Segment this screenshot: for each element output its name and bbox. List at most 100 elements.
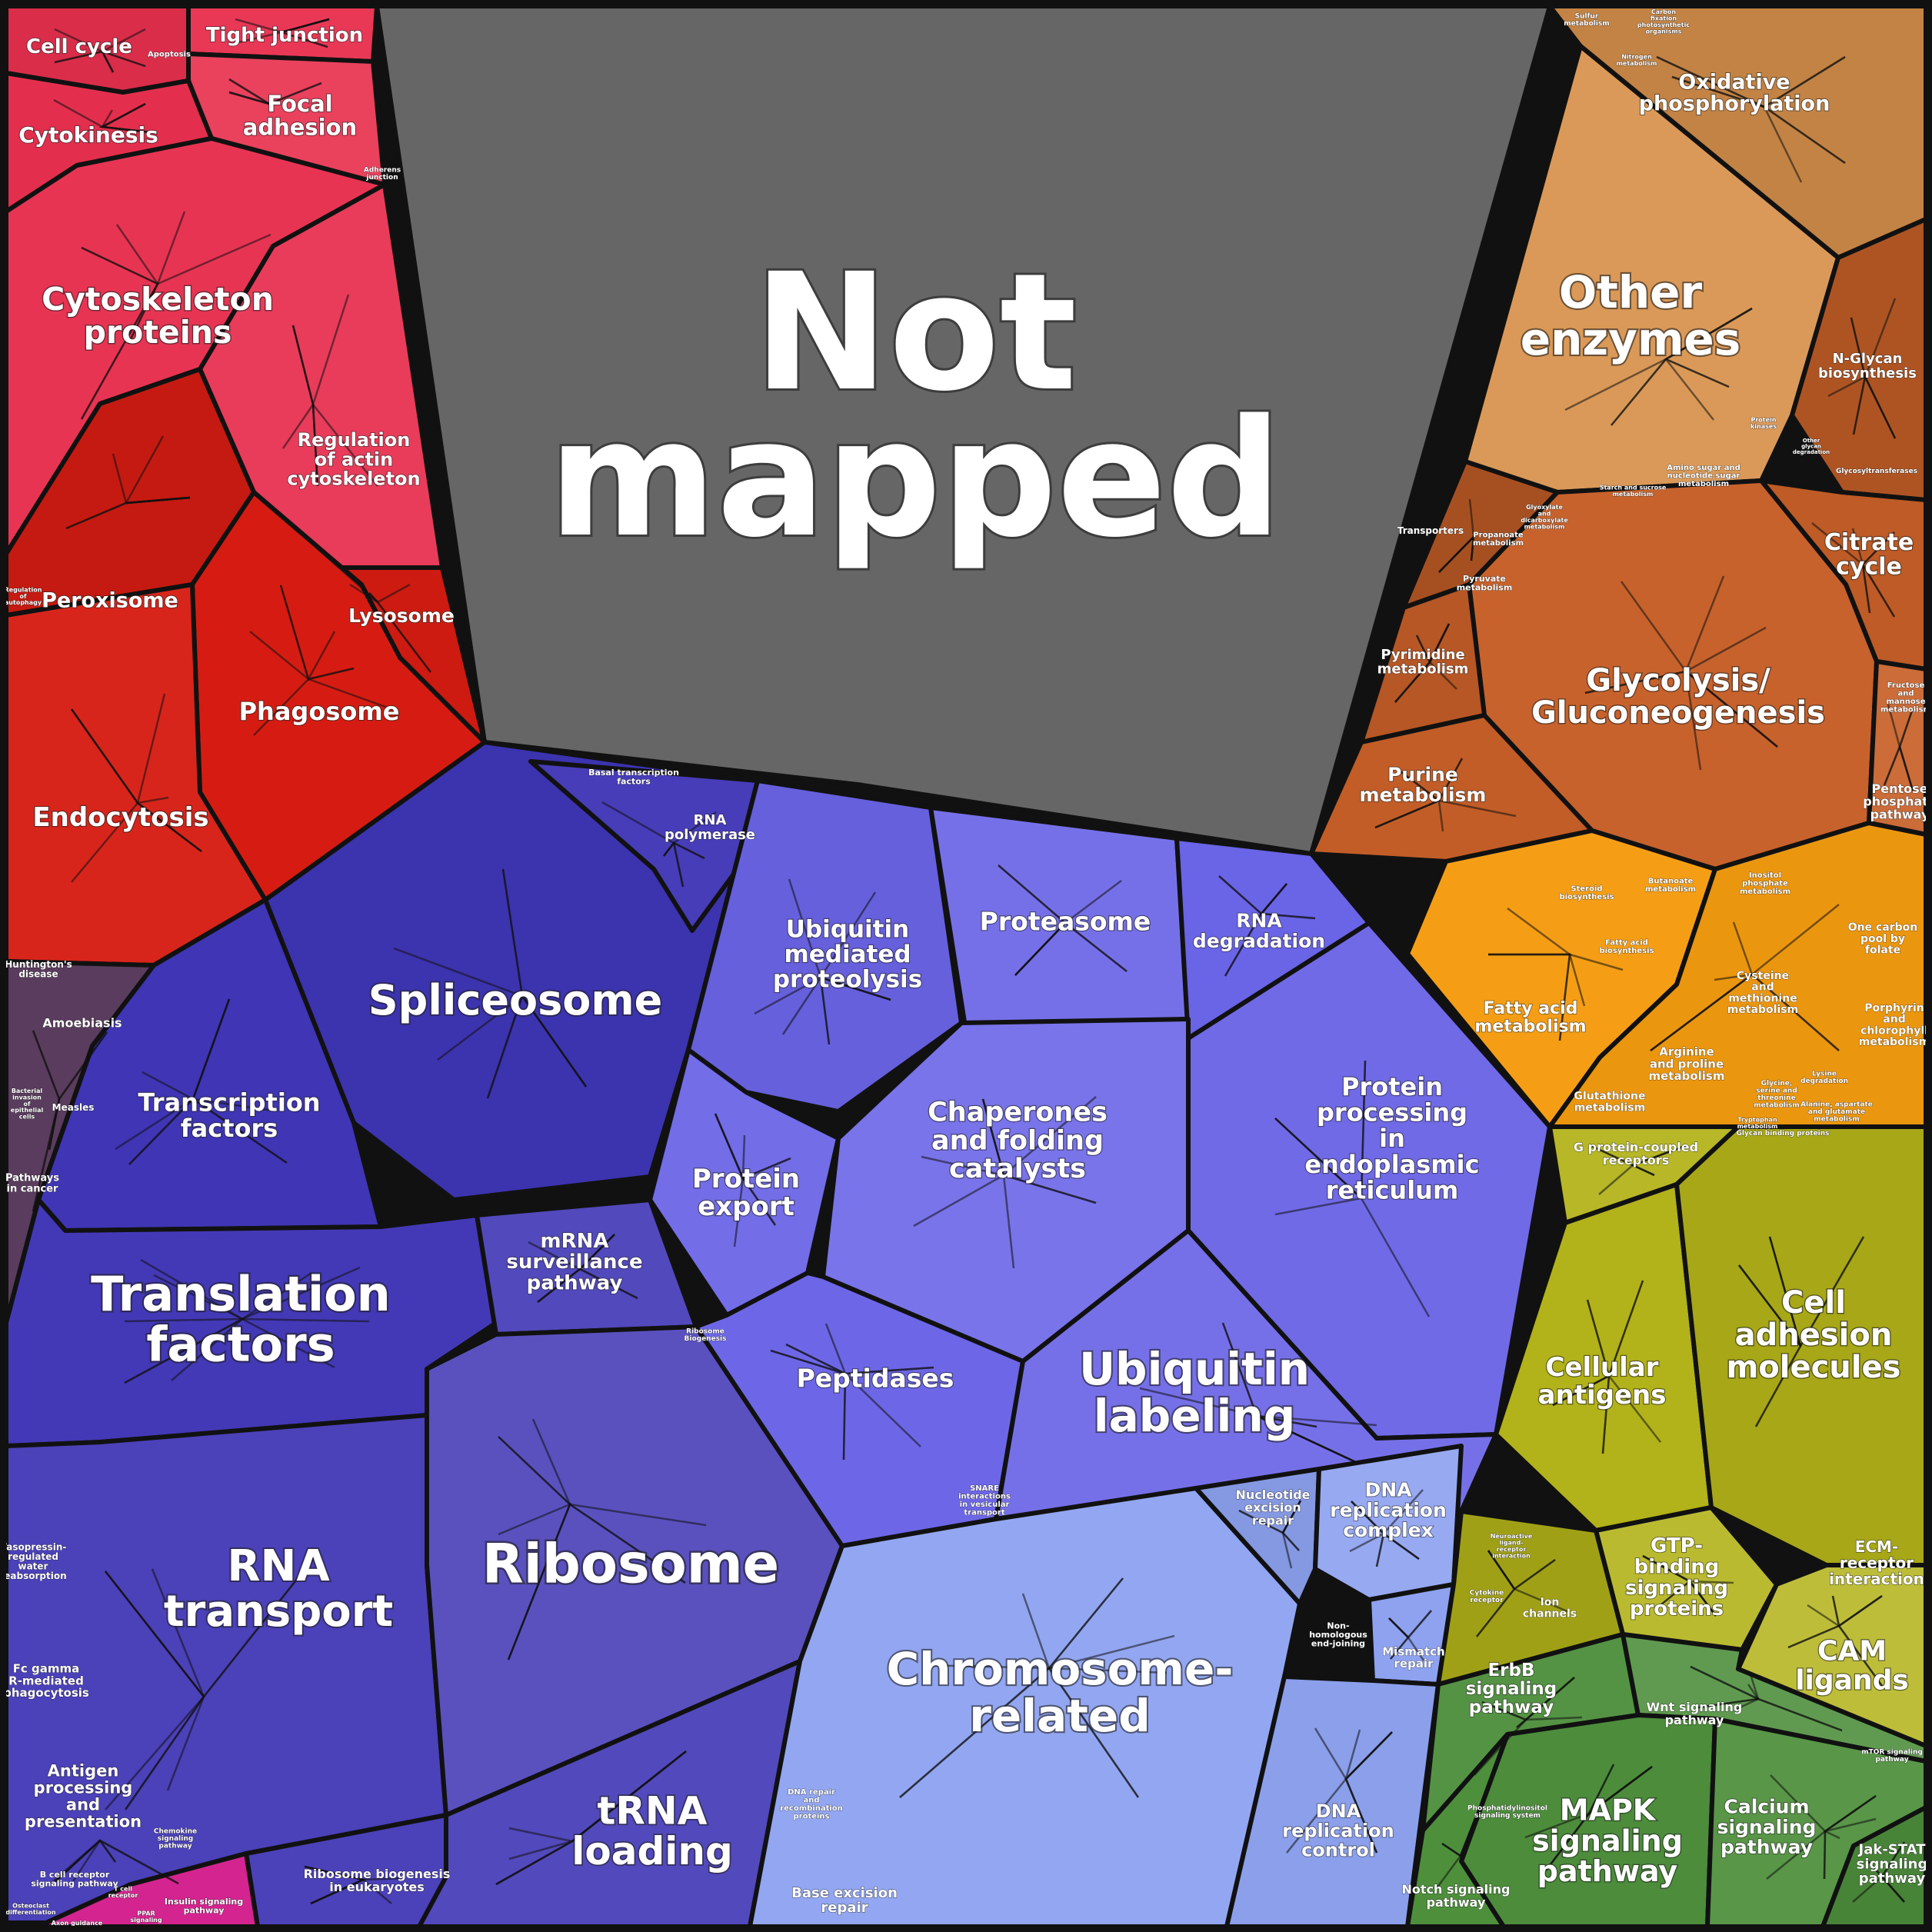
title-not-mapped: Not mapped [548,238,1282,573]
label-cell-cycle: Cell cycle [26,35,132,58]
subcell-edge [1256,1414,1360,1465]
label-amoebiasis: Amoebiasis [42,1016,122,1031]
subcell-edge [672,842,685,888]
label-ribosome-biogenesis-small: Ribosome Biogenesis [685,1327,727,1343]
label-other-glycan: Other glycan degradation [1793,438,1830,455]
label-ribosome-biogenesis-euk: Ribosome biogenesis in eukaryotes [304,1867,451,1894]
subcell-edge [1852,1860,1884,1903]
label-amino-sugar: Amino sugar and nucleotide sugar metabolis… [1667,464,1740,488]
label-one-carbon: One carbon pool by folate [1848,921,1918,956]
subcell-edge [1281,1500,1302,1551]
subcell-edge [1014,921,1128,976]
label-nucleotide-excision: Nucleotide excision repair [1235,1487,1310,1528]
subcell-edge [32,1098,61,1212]
label-ubiquitin-labeling: Ubiquitin labeling [1079,1343,1310,1442]
subcell-edge [1827,375,1897,439]
label-cellular-antigens: Cellular antigens [1538,1352,1667,1411]
label-protein-export: Protein export [692,1164,800,1222]
label-glycosyltransferases: Glycosyltransferases [1836,468,1917,475]
subcell-edge [820,976,891,1001]
label-b-cell: B cell receptor signaling pathway [31,1870,118,1889]
label-glycine-serine: Glycine, serine and threonine metabolism [1754,1080,1799,1109]
subcell-edge [1388,1617,1425,1661]
label-protein-kinases: Protein kinases [1750,417,1777,430]
label-glyoxylate: Glyoxylate and dicarboxylate metabolism [1521,504,1568,530]
label-regulation-autophagy: Regulation of autophagy [5,586,42,606]
label-ppar: PPAR signaling [130,1910,162,1924]
subcell-edge [124,435,191,505]
subcell-edge [235,18,330,45]
subcell-edge [1349,1501,1386,1553]
subcell-edge [1811,522,1865,568]
subcell-edge [1690,1665,1759,1700]
subcell-edge [1344,1729,1393,1780]
subcell-edge [1887,704,1914,751]
label-butanoate: Butanoate metabolism [1645,877,1696,894]
label-rna-transport: RNA transport [164,1541,393,1637]
label-apoptosis: Apoptosis [148,51,191,59]
label-phagosome: Phagosome [239,697,400,726]
subcell-edge [52,1839,179,1885]
subcell-edge [1768,1236,1865,1349]
subcell-edge [501,868,524,997]
subcell-edge [1823,1794,1877,1880]
subcell-edge [228,78,270,105]
label-measles: Measles [52,1102,95,1113]
subcell-edge [1685,671,1778,748]
subcell-edge [115,998,231,1151]
label-inositol-phosphate: Inositol phosphate metabolism [1740,871,1790,896]
label-fatty-acid-biosynthesis: Fatty acid biosynthesis [1599,938,1654,955]
label-chaperones: Chaperones and folding catalysts [928,1098,1108,1185]
label-antigen-processing: Antigen processing and presentation [25,1761,142,1830]
label-cam-ligands: CAM ligands [1795,1636,1909,1697]
label-arginine-proline: Arginine and proline metabolism [1649,1045,1725,1084]
subcell-edge [115,224,159,345]
subcell-edge [1002,1174,1097,1269]
subcell-edge [495,1750,687,1886]
label-t-cell: T cell receptor [108,1886,138,1899]
label-pathways-cancer: Pathways in cancer [5,1173,59,1195]
label-carbon-fixation: Carbon fixation photosynthetic organisms [1637,8,1690,35]
label-insulin: Insulin signaling pathway [165,1897,243,1916]
subcell-edge [1274,1060,1367,1201]
label-fc-gamma: Fc gamma R-mediated phagocytosis [3,1662,89,1700]
label-regulation-actin: Regulation of actin cytoskeleton [287,429,420,489]
label-ion-channels: Ion channels [1523,1597,1577,1621]
subcell-edge [842,1366,934,1461]
subcell-edge [291,325,319,487]
label-citrate-cycle: Citrate cycle [1824,529,1914,581]
label-osteoclast: Osteoclast differentiation [5,1903,55,1916]
subcell-edge [1459,1794,1486,1860]
label-jak-stat: Jak-STAT signaling pathway [1857,1841,1928,1887]
label-translation-factors: Translation factors [91,1266,391,1372]
subcell-edge [279,585,355,681]
subcell-edge [368,592,378,603]
label-other-enzymes: Other enzymes [1521,266,1741,365]
subcell-edge [1664,307,1753,388]
label-fructose-mannose: Fructose and mannose metabolism [1880,681,1931,715]
subcell-edge [54,50,146,68]
label-mismatch-repair: Mismatch repair [1382,1644,1445,1671]
label-starch-sucrose: Starch and sucrose metabolism [1600,485,1667,498]
label-endocytosis: Endocytosis [32,802,208,833]
subcell-edge [1787,1595,1840,1649]
label-tight-junction: Tight junction [206,24,363,47]
subcell-edge [578,1234,638,1300]
label-nitrogen-metabolism: Nitrogen metabolism [1617,54,1657,67]
label-rna-polymerase: RNA polymerase [665,812,755,843]
subcell-edge [1487,1550,1556,1591]
label-basal-transcription: Basal transcription factors [588,768,679,787]
label-trna-loading: tRNA loading [571,1788,733,1874]
subcell-layer [32,18,1914,1905]
subcell-edge [70,708,202,852]
label-transcription-factors: Transcription factors [138,1088,320,1143]
label-pyruvate: Pyruvate metabolism [1457,574,1513,593]
label-gtp-binding: GTP-binding signaling proteins [1625,1534,1728,1621]
subcell-edge [1671,75,1803,183]
label-adherens-junction: Adherens junction [364,166,401,182]
subcell-edge [1591,1144,1655,1177]
label-gpcr: G protein-coupled receptors [1574,1140,1698,1168]
label-ecm-receptor: ECM-receptor interaction [1829,1537,1924,1588]
